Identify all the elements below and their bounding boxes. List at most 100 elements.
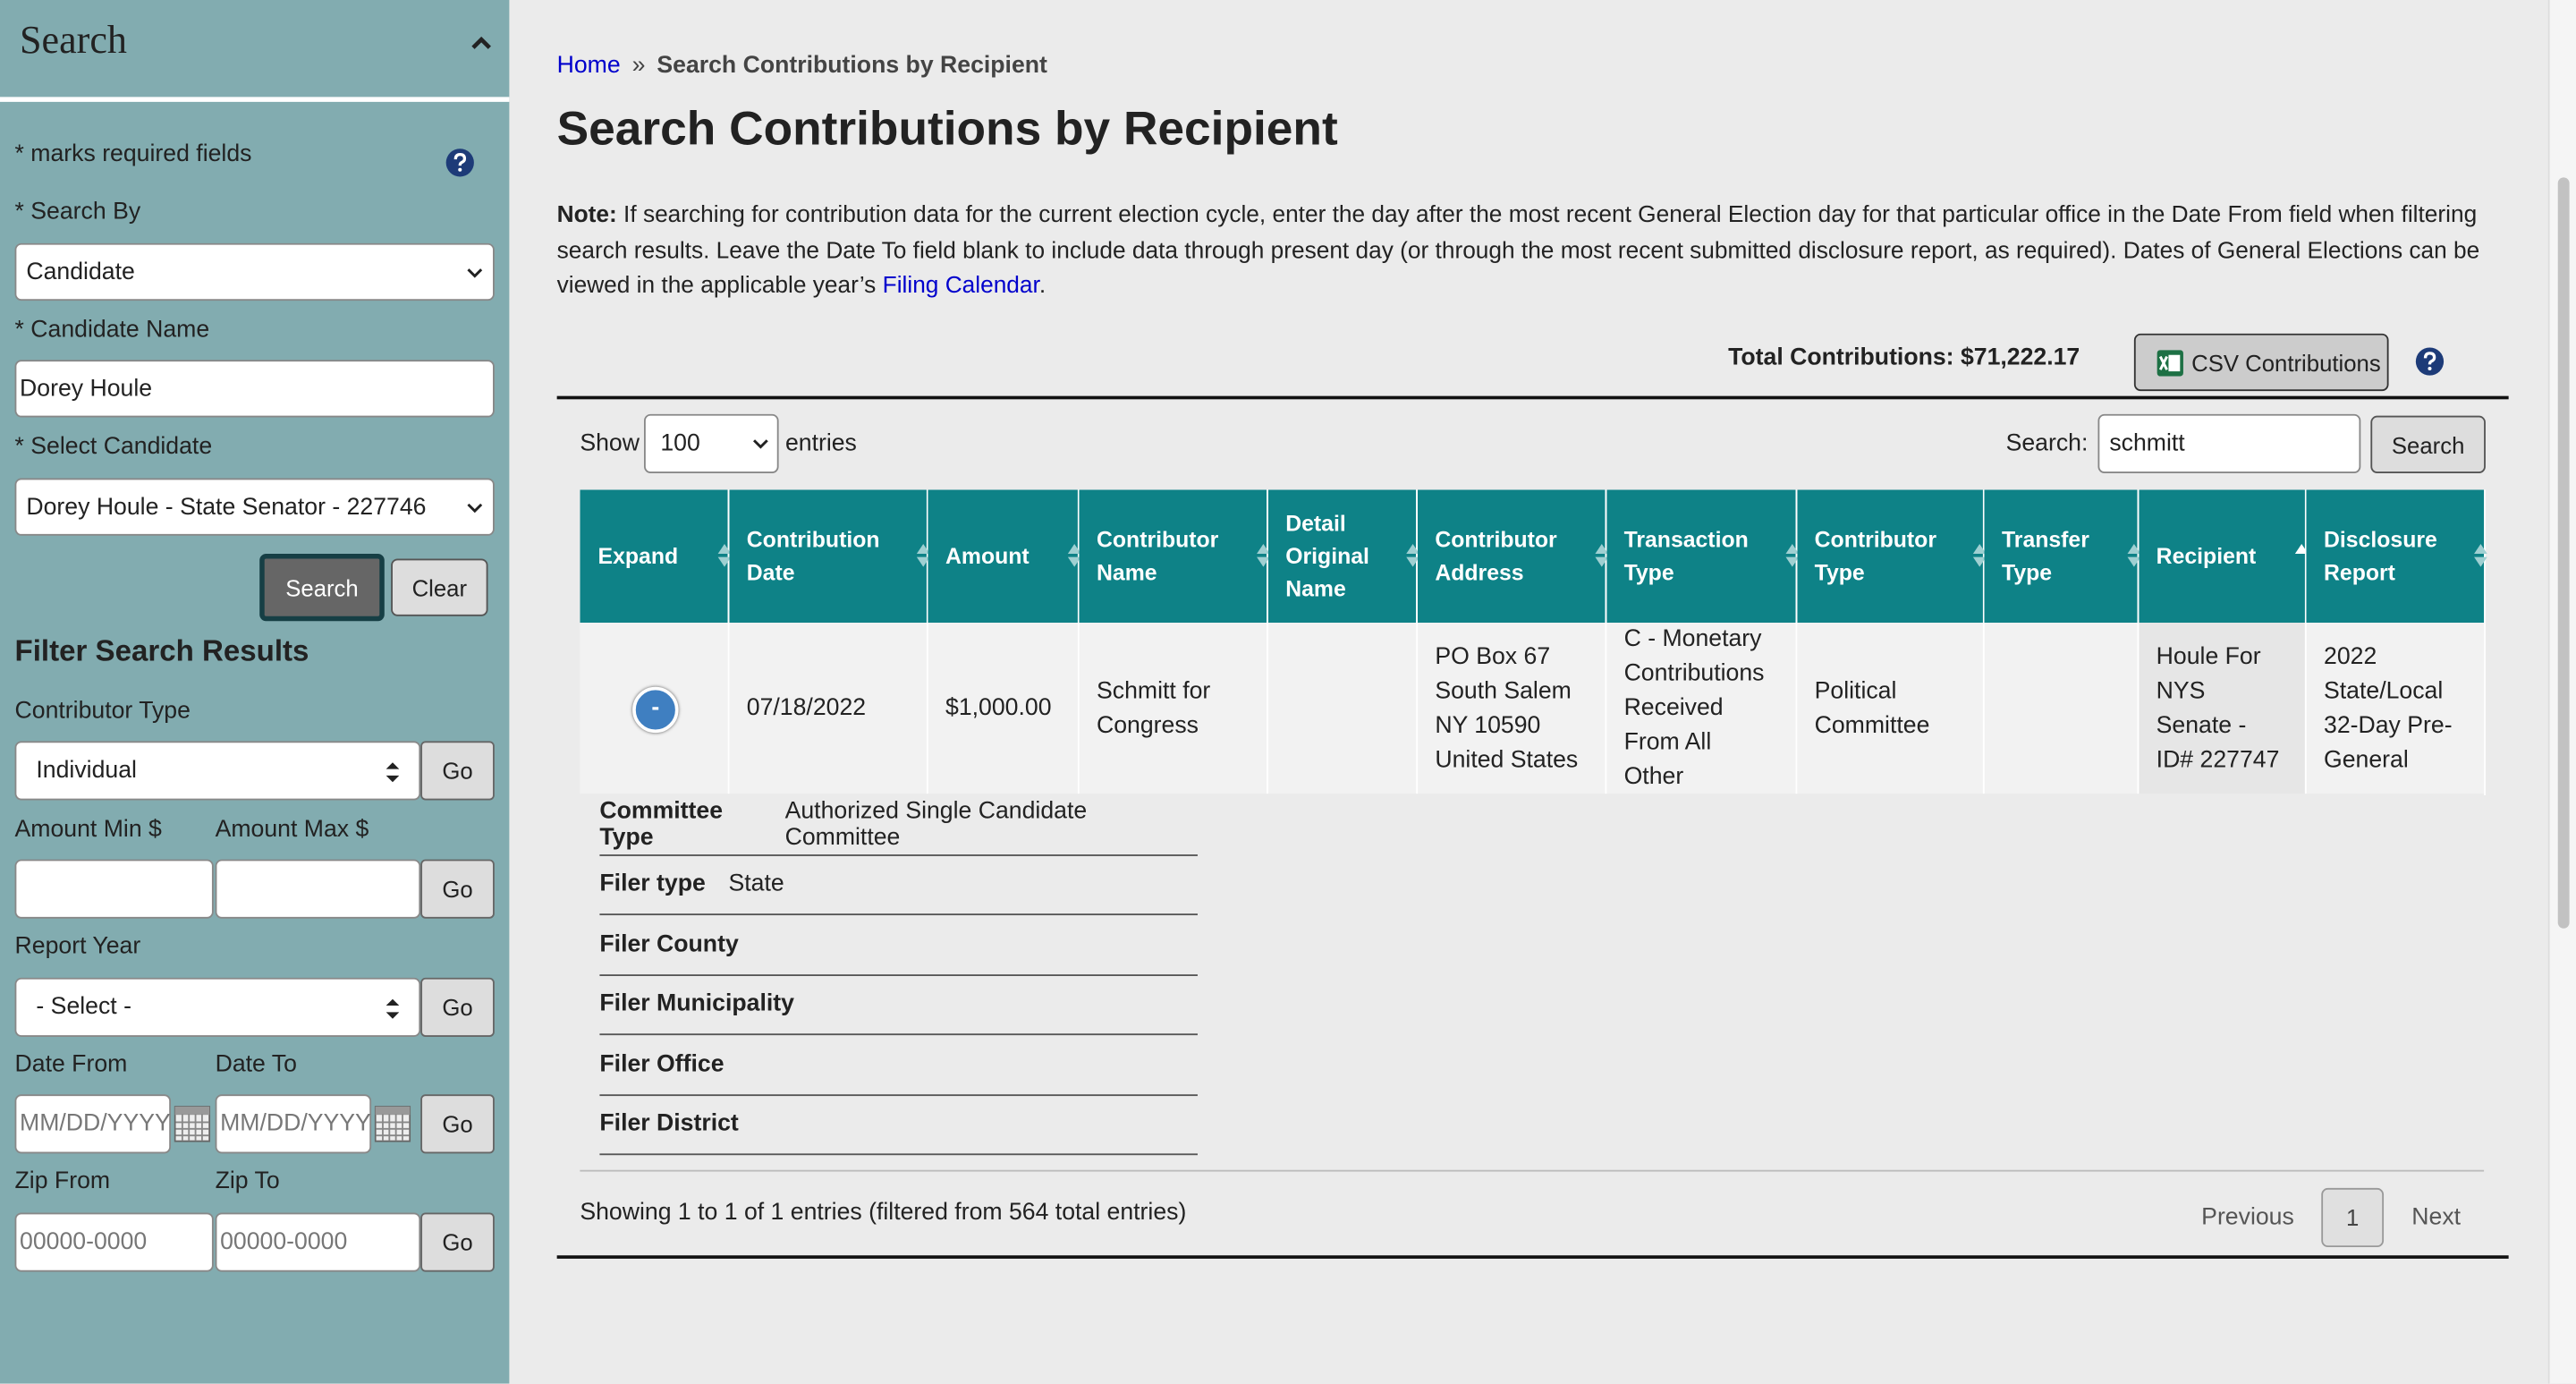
search-by-select[interactable]: Candidate: [14, 242, 495, 301]
calendar-icon[interactable]: [174, 1106, 211, 1142]
home-link[interactable]: Home: [556, 52, 621, 80]
table-cell: 07/18/2022: [727, 623, 928, 795]
column-header[interactable]: Detail Original Name: [1267, 489, 1419, 624]
help-icon[interactable]: [2415, 347, 2445, 377]
table-search-input[interactable]: schmitt: [2097, 413, 2361, 473]
column-header[interactable]: Contributor Type: [1795, 489, 1986, 624]
header-text: Contributor Type: [1814, 526, 1936, 584]
date-from-input[interactable]: MM/DD/YYYY: [14, 1094, 172, 1154]
current-page: Search Contributions by Recipient: [657, 52, 1047, 80]
table-cell: [1267, 623, 1418, 795]
select-value: Individual: [36, 757, 137, 785]
header-text: Recipient: [2156, 543, 2257, 568]
column-header[interactable]: Transaction Type: [1605, 489, 1799, 624]
collapse-caret[interactable]: [471, 35, 491, 51]
date-to-label: Date To: [215, 1051, 297, 1078]
detail-label: Committee Type: [599, 798, 724, 852]
go-button[interactable]: Go: [420, 741, 495, 801]
go-button[interactable]: Go: [420, 859, 495, 919]
table-cell: 2022 State/Local 32-Day Pre-General: [2304, 623, 2486, 795]
separator: »: [631, 52, 646, 80]
previous-button[interactable]: Previous: [2201, 1204, 2294, 1231]
detail-row: Filer Office: [599, 1034, 1198, 1096]
table-cell: -: [580, 623, 729, 795]
page-button[interactable]: 1: [2321, 1187, 2385, 1248]
candidate-name-input[interactable]: Dorey Houle: [14, 360, 495, 418]
go-button[interactable]: Go: [420, 977, 495, 1037]
clear-button[interactable]: Clear: [391, 558, 488, 616]
table-row: - 07/18/2022 $1,000.00 Schmitt for Congress…: [580, 623, 2486, 795]
header-text: Detail Original Name: [1285, 510, 1369, 601]
filter-title: Filter Search Results: [14, 633, 309, 667]
cell-text: Political Committee: [1814, 677, 1930, 739]
column-header[interactable]: Expand: [580, 489, 731, 624]
scroll-thumb[interactable]: [2557, 177, 2570, 929]
note-text: If searching for contribution data for t…: [556, 201, 2480, 300]
column-header[interactable]: Recipient: [2137, 489, 2308, 624]
go-button[interactable]: Go: [420, 1094, 495, 1154]
page-length-select[interactable]: 100: [643, 413, 779, 473]
header-text: Transaction Type: [1623, 526, 1749, 584]
select-candidate-select[interactable]: Dorey Houle - State Senator - 227746: [14, 478, 495, 536]
header-text: Expand: [597, 543, 679, 568]
header-text: Disclosure Report: [2324, 526, 2437, 584]
column-header[interactable]: Amount: [926, 489, 1080, 624]
cell-text: PO Box 67 South Salem NY 10590 United St…: [1435, 643, 1579, 774]
csv-button[interactable]: CSV Contributions: [2133, 333, 2389, 392]
entries-label: entries: [784, 430, 857, 457]
report-year-label: Report Year: [14, 933, 141, 960]
detail-label: Filer County: [599, 931, 739, 958]
go-button[interactable]: Go: [420, 1212, 495, 1272]
date-to-input[interactable]: MM/DD/YYYY: [215, 1094, 372, 1154]
search-button[interactable]: Search: [259, 553, 385, 622]
table-cell: Schmitt for Congress: [1077, 623, 1268, 795]
cell-text: $1,000.00: [945, 694, 1052, 722]
scrollbar[interactable]: [2547, 0, 2576, 1384]
select-value: Dorey Houle - State Senator - 227746: [26, 493, 427, 521]
sidebar: Search * marks required fields * Search …: [0, 0, 510, 1384]
header-text: Contributor Address: [1435, 526, 1557, 584]
report-year-select[interactable]: - Select -: [14, 977, 421, 1037]
placeholder: 00000-0000: [20, 1228, 148, 1256]
next-button[interactable]: Next: [2411, 1204, 2462, 1231]
column-header[interactable]: Contributor Name: [1077, 489, 1269, 624]
header-text: Contributor Name: [1096, 526, 1219, 584]
column-header[interactable]: Contributor Address: [1416, 489, 1608, 624]
contributor-type-select[interactable]: Individual: [14, 741, 421, 801]
column-header[interactable]: Transfer Type: [1982, 489, 2140, 624]
amount-min-input[interactable]: [14, 859, 214, 919]
note-label: Note:: [556, 201, 617, 229]
filing-calendar-link[interactable]: Filing Calendar: [882, 272, 1039, 300]
table-cell: $1,000.00: [926, 623, 1079, 795]
column-header[interactable]: Contribution Date: [727, 489, 929, 624]
zip-to-label: Zip To: [215, 1167, 280, 1195]
search-label: Search:: [2005, 430, 2089, 457]
rule: [556, 1255, 2509, 1259]
zip-from-input[interactable]: 00000-0000: [14, 1212, 214, 1272]
column-header[interactable]: Disclosure Report: [2304, 489, 2487, 624]
zip-from-label: Zip From: [14, 1167, 111, 1195]
amount-min-label: Amount Min $: [14, 816, 162, 844]
cell-text: 07/18/2022: [746, 694, 867, 722]
rule: [556, 395, 2509, 400]
header-text: Contribution Date: [746, 526, 880, 584]
calendar-icon[interactable]: [374, 1106, 411, 1142]
amount-max-input[interactable]: [215, 859, 421, 919]
help-icon[interactable]: [445, 148, 475, 177]
cell-text: Schmitt for Congress: [1096, 677, 1211, 739]
detail-row: Committee Type Authorized Single Candidat…: [599, 795, 1198, 856]
required-note: * marks required fields: [14, 140, 252, 168]
input-value: schmitt: [2109, 430, 2185, 457]
select-value: Candidate: [26, 259, 135, 285]
candidate-name-label: * Candidate Name: [14, 317, 210, 344]
detail-value: Authorized Single Candidate Committee: [784, 798, 1088, 852]
zip-to-input[interactable]: 00000-0000: [215, 1212, 421, 1272]
search-by-label: * Search By: [14, 199, 141, 225]
page-title: Search Contributions by Recipient: [556, 103, 1338, 157]
detail-label: Filer Office: [599, 1050, 724, 1078]
expand-toggle[interactable]: -: [632, 685, 679, 733]
table-search-button[interactable]: Search: [2370, 415, 2486, 473]
table-cell: C - Monetary Contributions Received From…: [1605, 623, 1797, 795]
